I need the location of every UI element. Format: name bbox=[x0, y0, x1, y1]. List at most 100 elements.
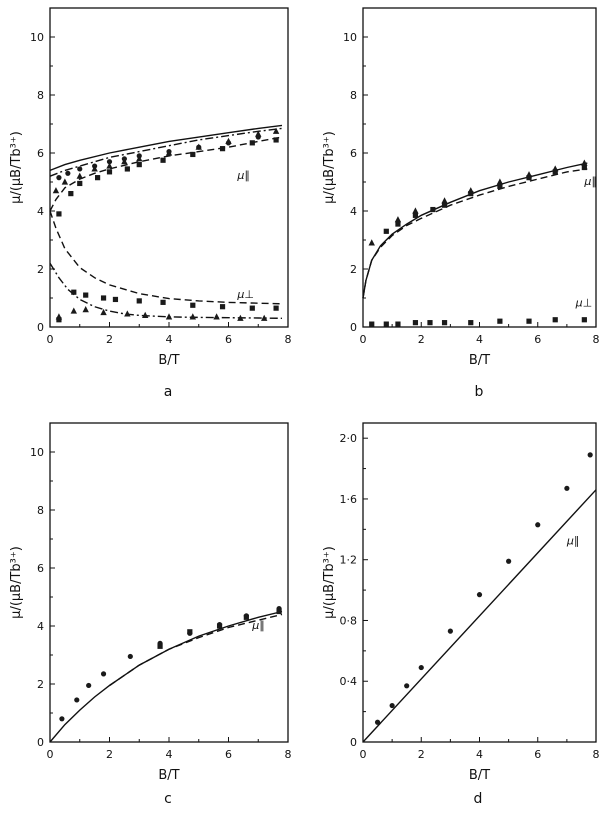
data-point-square bbox=[273, 305, 279, 311]
data-point-triangle bbox=[55, 313, 63, 320]
x-tick-label: 2 bbox=[106, 748, 113, 761]
data-point-square bbox=[552, 317, 558, 323]
y-tick-label: 4 bbox=[350, 205, 357, 218]
data-point-square bbox=[219, 146, 226, 152]
data-point-circle bbox=[418, 664, 424, 671]
y-axis-title: μ/(μB/Tb³⁺) bbox=[9, 546, 24, 619]
data-point-square bbox=[497, 318, 503, 324]
data-point-square bbox=[243, 614, 249, 620]
x-tick-label: 8 bbox=[285, 333, 292, 346]
data-point-square bbox=[71, 289, 77, 295]
y-origin-label: 0 bbox=[37, 736, 44, 749]
data-point-square bbox=[112, 296, 119, 303]
data-point-triangle bbox=[189, 313, 196, 320]
data-point-square bbox=[430, 206, 436, 213]
data-point-circle bbox=[389, 702, 395, 709]
data-point-circle bbox=[74, 697, 80, 703]
y-tick-label: 6 bbox=[350, 147, 357, 160]
data-point-square bbox=[216, 623, 223, 629]
data-point-circle bbox=[77, 166, 83, 172]
x-tick-label: 8 bbox=[593, 333, 600, 346]
data-point-square bbox=[249, 140, 255, 146]
data-point-triangle bbox=[124, 310, 131, 317]
panel-a: 0 2 4 6 8 0 2 4 6 8 10 B/T μ/(μB/Tb³⁺) a μ∥ μ⊥ bbox=[9, 7, 292, 400]
data-point-triangle bbox=[106, 162, 113, 169]
data-point-square bbox=[160, 299, 166, 305]
x-tick-label: 6 bbox=[225, 333, 232, 346]
y-origin-label: 0 bbox=[37, 321, 44, 334]
panel-c: 0 2 4 6 8 0 2 4 6 8 10 B/T μ/(μB/Tb³⁺) c μ∥ bbox=[9, 422, 292, 807]
x-tick-label: 2 bbox=[106, 333, 113, 346]
data-point-circle bbox=[374, 719, 381, 725]
data-point-square bbox=[427, 320, 433, 326]
data-point-circle bbox=[121, 156, 127, 162]
data-point-square bbox=[383, 321, 389, 327]
series-line-dashed bbox=[49, 210, 283, 305]
data-point-square bbox=[187, 629, 193, 635]
data-point-square bbox=[497, 183, 503, 189]
data-point-square bbox=[249, 305, 255, 311]
data-point-triangle bbox=[237, 314, 244, 321]
curve-annotation: μ⊥ bbox=[575, 297, 593, 310]
data-point-square bbox=[441, 202, 448, 208]
series-line-dashdot bbox=[49, 262, 283, 319]
curve-annotation: μ∥ bbox=[236, 169, 250, 182]
data-point-triangle bbox=[213, 313, 220, 320]
plot-frame bbox=[362, 422, 597, 743]
data-point-triangle bbox=[100, 308, 107, 316]
data-point-circle bbox=[106, 159, 113, 165]
series-line-dashed bbox=[109, 613, 283, 687]
x-tick-label: 2 bbox=[418, 333, 425, 346]
data-point-circle bbox=[447, 628, 453, 634]
data-point-circle bbox=[587, 452, 593, 458]
data-point-circle bbox=[506, 558, 512, 564]
y-tick-label: 6 bbox=[37, 147, 44, 160]
y-tick-label: 2·0 bbox=[340, 432, 358, 445]
y-tick-label: 8 bbox=[37, 504, 44, 517]
series-line-solid bbox=[49, 124, 283, 172]
data-point-circle bbox=[100, 671, 107, 677]
data-point-square bbox=[441, 320, 448, 326]
data-point-square bbox=[412, 212, 419, 218]
data-point-square bbox=[276, 608, 282, 615]
series-line-solid bbox=[49, 610, 283, 743]
y-axis-title: μ/(μB/Tb³⁺) bbox=[322, 131, 337, 204]
data-point-square bbox=[95, 175, 101, 181]
y-tick-label: 8 bbox=[37, 89, 44, 102]
x-axis-title: B/T bbox=[469, 768, 490, 783]
data-point-triangle bbox=[82, 306, 89, 313]
data-point-square bbox=[273, 137, 279, 143]
x-tick-label: 4 bbox=[166, 333, 173, 346]
data-point-triangle bbox=[581, 159, 588, 166]
data-point-circle bbox=[92, 163, 98, 169]
data-point-triangle bbox=[441, 197, 448, 204]
y-tick-label: 10 bbox=[30, 446, 44, 459]
y-tick-label: 4 bbox=[37, 620, 44, 633]
data-point-triangle bbox=[165, 313, 173, 320]
data-point-circle bbox=[564, 485, 570, 491]
data-point-circle bbox=[56, 175, 62, 181]
data-point-square bbox=[160, 157, 166, 163]
curve-annotation: μ∥ bbox=[251, 619, 264, 632]
data-point-circle bbox=[404, 683, 410, 689]
x-axis-title: B/T bbox=[158, 353, 179, 368]
data-point-square bbox=[124, 166, 130, 172]
data-point-circle bbox=[196, 144, 202, 150]
series-line-dashed bbox=[49, 136, 283, 212]
x-tick-label: 2 bbox=[418, 748, 425, 761]
data-point-triangle bbox=[368, 239, 375, 246]
y-tick-label: 0·8 bbox=[340, 614, 358, 627]
plot-frame bbox=[362, 7, 597, 328]
data-point-triangle bbox=[61, 178, 69, 185]
data-point-square bbox=[190, 302, 196, 308]
y-tick-label: 1·2 bbox=[340, 554, 358, 567]
data-point-square bbox=[68, 191, 74, 197]
data-point-triangle bbox=[52, 187, 60, 194]
data-point-square bbox=[56, 211, 62, 217]
data-point-circle bbox=[476, 592, 483, 598]
data-point-triangle bbox=[496, 178, 504, 185]
y-origin-label: 0 bbox=[350, 736, 357, 749]
x-tick-label: 6 bbox=[534, 748, 541, 761]
x-axis-title: B/T bbox=[469, 353, 490, 368]
